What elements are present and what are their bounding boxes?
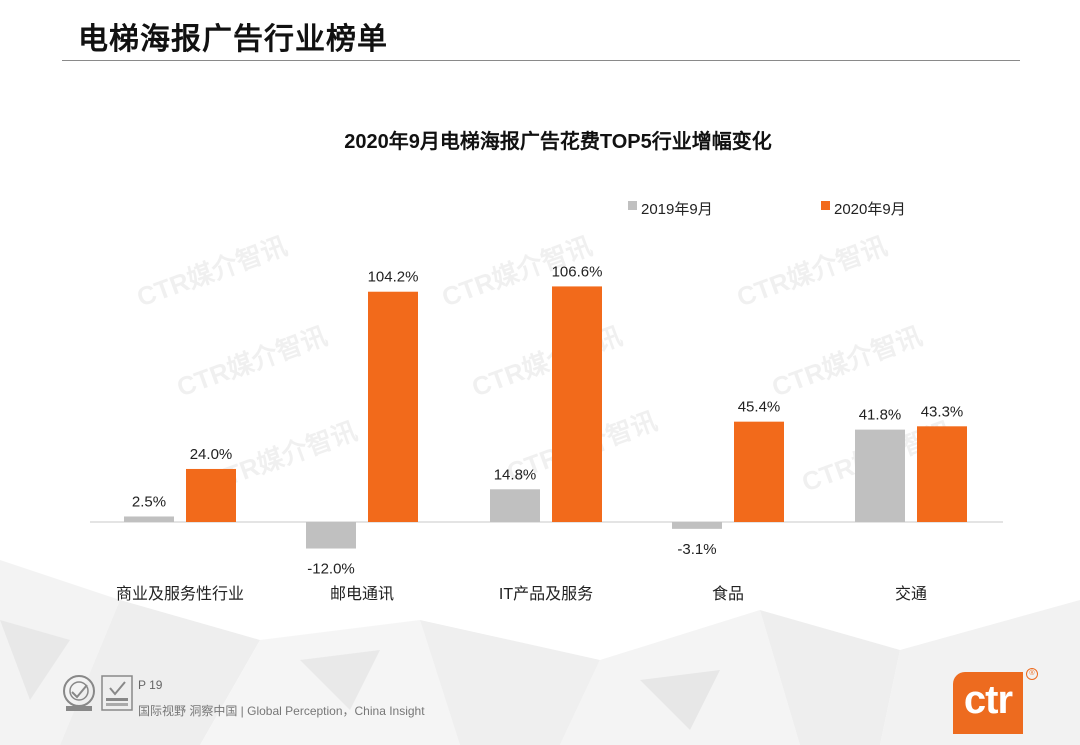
watermark-text: CTR媒介智讯	[733, 231, 891, 313]
registered-mark-icon: ®	[1026, 668, 1038, 680]
category-label: 商业及服务性行业	[116, 585, 244, 603]
data-label: 2.5%	[132, 493, 166, 510]
data-label: -3.1%	[677, 541, 716, 558]
page-title: 电梯海报广告行业榜单	[78, 23, 388, 56]
ukas-certification-icon	[101, 675, 133, 711]
page-number: P 19	[138, 678, 163, 692]
chart-title: 2020年9月电梯海报广告花费TOP5行业增幅变化	[344, 129, 772, 153]
data-label: -12.0%	[307, 561, 355, 578]
watermark-text: CTR媒介智讯	[468, 321, 626, 403]
ctr-logo: ctr	[953, 672, 1023, 734]
title-divider	[62, 60, 1020, 61]
bar-2020-2	[552, 286, 602, 522]
data-label: 43.3%	[921, 403, 964, 420]
bar-2019-0	[124, 516, 174, 522]
legend-swatch-2019	[628, 201, 637, 210]
footer-tagline: 国际视野 洞察中国 | Global Perception，China Insi…	[138, 704, 425, 718]
data-label: 14.8%	[494, 466, 537, 483]
category-label: 食品	[712, 585, 744, 603]
bar-group: 2.5% 24.0% 商业及服务性行业 -12.0% 104.2% 邮电通讯 14.8% 10…	[116, 263, 967, 603]
data-label: 24.0%	[190, 446, 233, 463]
category-label: 邮电通讯	[330, 585, 394, 603]
bar-2019-4	[855, 429, 905, 522]
bar-2020-0	[186, 468, 236, 522]
category-label: 交通	[895, 585, 927, 603]
bar-2019-3	[672, 522, 722, 529]
legend-label-2019: 2019年9月	[641, 201, 713, 218]
bar-2020-4	[917, 426, 967, 522]
legend-label-2020: 2020年9月	[834, 201, 906, 218]
data-label: 104.2%	[368, 269, 419, 286]
data-label: 41.8%	[859, 407, 902, 424]
data-label: 45.4%	[738, 399, 781, 416]
category-label: IT产品及服务	[499, 585, 593, 603]
logo-text: ctr	[963, 678, 1013, 722]
bar-2019-1	[306, 522, 356, 549]
watermark-text: CTR媒介智讯	[768, 321, 926, 403]
bar-2020-3	[734, 421, 784, 522]
bar-2019-2	[490, 489, 540, 522]
legend-swatch-2020	[821, 201, 830, 210]
data-label: 106.6%	[552, 263, 603, 280]
footer: P 19 国际视野 洞察中国 | Global Perception，China…	[62, 672, 482, 732]
sgs-certification-icon	[63, 675, 95, 711]
watermark-text: CTR媒介智讯	[133, 231, 291, 313]
watermark-text: CTR媒介智讯	[173, 321, 331, 403]
bar-2020-1	[368, 291, 418, 522]
chart-legend: 2019年9月 2020年9月	[628, 201, 906, 218]
